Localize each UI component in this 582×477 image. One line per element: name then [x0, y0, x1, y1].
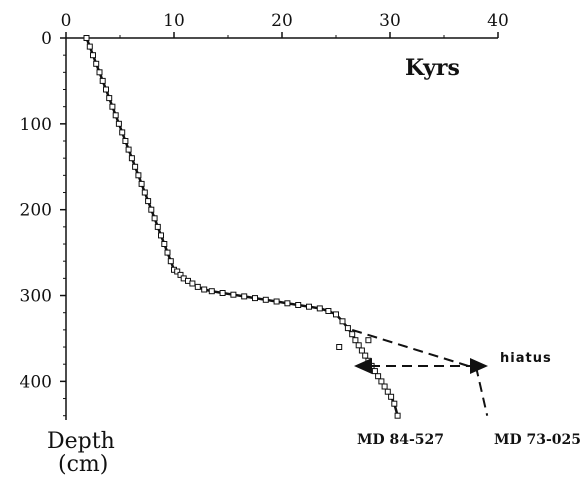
data-point — [167, 258, 174, 265]
data-point — [99, 77, 106, 84]
data-point — [349, 331, 356, 338]
data-point — [194, 283, 201, 290]
data-point — [135, 172, 142, 179]
data-point — [161, 241, 168, 247]
y-axis-unit: (cm) — [58, 452, 108, 477]
data-point — [208, 288, 215, 295]
data-point — [151, 215, 158, 222]
data-point — [306, 303, 312, 310]
data-point — [128, 155, 135, 162]
y-tick-label: 0 — [41, 29, 52, 49]
data-point — [262, 296, 269, 303]
data-point — [365, 337, 372, 344]
series-line — [85, 37, 399, 417]
data-point — [132, 163, 139, 170]
data-point — [96, 69, 103, 76]
y-tick-label: 200 — [20, 201, 52, 221]
data-point — [201, 286, 208, 293]
data-point — [141, 189, 148, 196]
data-point — [103, 86, 109, 93]
data-point — [177, 271, 184, 278]
data-point — [189, 280, 196, 287]
hiatus-arrow — [354, 358, 488, 374]
data-point — [164, 249, 171, 256]
data-point — [273, 298, 280, 305]
data-points — [83, 35, 401, 419]
data-point — [219, 290, 226, 296]
data-point — [295, 302, 302, 308]
hiatus-label: hiatus — [500, 351, 552, 366]
data-point — [230, 291, 237, 298]
data-point — [352, 337, 359, 344]
data-point — [158, 232, 164, 239]
y-tick-label: 100 — [20, 115, 52, 135]
data-point — [358, 347, 365, 354]
data-point — [93, 60, 100, 67]
data-point — [316, 305, 323, 312]
data-point — [106, 95, 113, 102]
data-point — [378, 378, 385, 385]
x-axis-title: Kyrs — [405, 55, 460, 81]
data-point — [391, 400, 398, 407]
data-point — [384, 388, 391, 395]
data-point — [362, 352, 369, 359]
data-point — [83, 35, 90, 41]
y-axis-title: Depth — [47, 429, 115, 454]
data-point — [138, 180, 145, 187]
x-tick-label: 0 — [61, 11, 72, 31]
data-point — [119, 129, 126, 136]
data-point — [148, 206, 155, 213]
core-lines — [85, 37, 489, 417]
data-point — [394, 412, 401, 419]
data-point — [154, 223, 161, 230]
data-point — [284, 300, 291, 307]
data-point — [174, 268, 181, 275]
data-point — [388, 393, 395, 400]
data-point — [344, 325, 351, 332]
x-tick-label: 20 — [271, 11, 293, 31]
data-point — [325, 308, 332, 314]
data-point — [122, 138, 129, 144]
core-label-md73: MD 73-025 — [494, 432, 581, 448]
data-point — [371, 368, 378, 375]
hiatus-arrow-head-right — [470, 358, 488, 374]
data-point — [333, 311, 339, 318]
data-point — [125, 146, 132, 153]
data-point — [241, 293, 248, 300]
data-point — [145, 198, 152, 205]
data-point — [336, 344, 343, 350]
x-tick-label: 30 — [379, 11, 401, 31]
data-point — [252, 295, 258, 302]
data-point — [90, 52, 96, 59]
data-point — [375, 373, 382, 380]
data-point — [86, 43, 93, 50]
axes — [65, 37, 498, 420]
data-point — [339, 318, 346, 325]
data-point — [381, 383, 388, 390]
data-point — [355, 342, 362, 349]
data-point — [115, 120, 122, 127]
data-point — [112, 112, 119, 119]
core-label-md84: MD 84-527 — [357, 432, 444, 448]
y-tick-label: 400 — [20, 372, 52, 392]
hiatus-arrow-head-left — [354, 358, 372, 374]
data-point — [109, 103, 116, 110]
ticks — [60, 32, 499, 417]
x-tick-label: 40 — [487, 11, 509, 31]
x-tick-label: 10 — [163, 11, 185, 31]
y-tick-label: 300 — [20, 287, 52, 307]
